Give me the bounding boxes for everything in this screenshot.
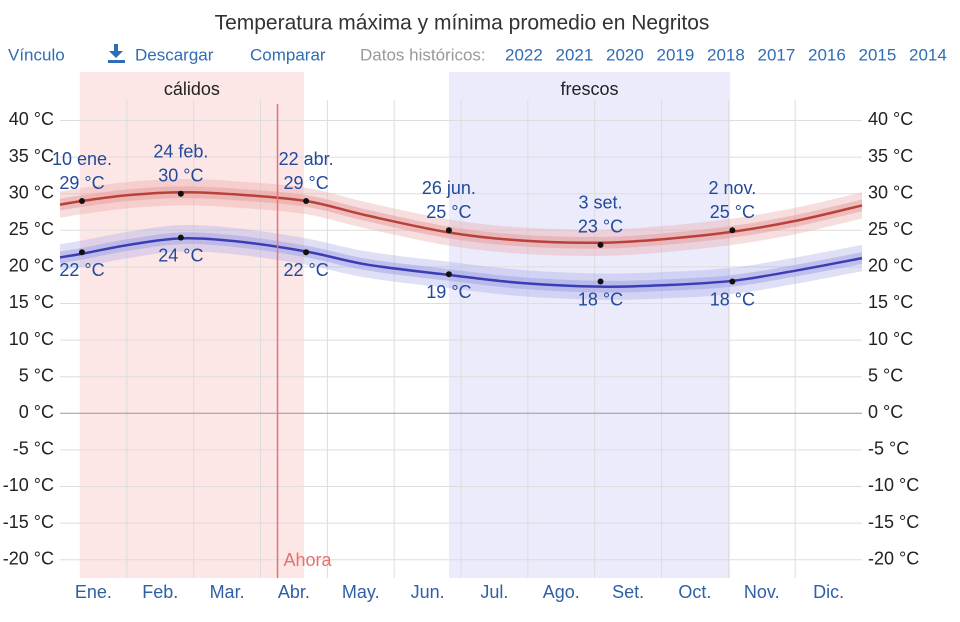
annotation-point — [597, 278, 604, 285]
annotation-date: 24 feb. — [153, 141, 208, 161]
chart-title: Temperatura máxima y mínima promedio en … — [215, 12, 710, 35]
annotation-point — [445, 227, 452, 234]
y2-tick-label: 25 °C — [868, 219, 913, 239]
x-tick-label: Ago. — [543, 582, 580, 602]
y-tick-label: 5 °C — [19, 365, 54, 385]
y2-tick-label: 35 °C — [868, 146, 913, 166]
y-tick-label: 15 °C — [9, 292, 54, 312]
x-tick-label: Oct. — [678, 582, 711, 602]
y2-tick-label: 10 °C — [868, 329, 913, 349]
year-link[interactable]: 2017 — [758, 45, 796, 64]
y-tick-label: 40 °C — [9, 109, 54, 129]
annotation-value: 30 °C — [158, 165, 203, 185]
y2-tick-label: 20 °C — [868, 256, 913, 276]
x-tick-label: Mar. — [210, 582, 245, 602]
y-tick-label: 10 °C — [9, 329, 54, 349]
percentile-band — [60, 186, 862, 249]
download-button[interactable]: Descargar — [135, 45, 214, 64]
y-tick-label: -20 °C — [3, 548, 54, 568]
y-tick-label: 25 °C — [9, 219, 54, 239]
annotation-date: 22 abr. — [279, 149, 334, 169]
annotation-point — [177, 190, 184, 197]
annotation-value: 24 °C — [158, 245, 203, 265]
y-tick-label: 35 °C — [9, 146, 54, 166]
y-tick-label: 30 °C — [9, 182, 54, 202]
season-band — [448, 72, 731, 578]
y-tick-label: -15 °C — [3, 512, 54, 532]
x-tick-label: Ene. — [75, 582, 112, 602]
y-tick-label: 20 °C — [9, 256, 54, 276]
annotation-value: 25 °C — [426, 202, 471, 222]
y2-tick-label: 30 °C — [868, 182, 913, 202]
x-tick-label: Jun. — [411, 582, 445, 602]
annotation-value: 18 °C — [710, 289, 755, 309]
year-link[interactable]: 2021 — [556, 45, 594, 64]
year-link[interactable]: 2022 — [505, 45, 543, 64]
annotation-date: 3 set. — [579, 193, 623, 213]
annotation-point — [597, 241, 604, 248]
y2-tick-label: -15 °C — [868, 512, 919, 532]
year-link[interactable]: 2015 — [859, 45, 897, 64]
y2-tick-label: -20 °C — [868, 548, 919, 568]
y-tick-label: -5 °C — [13, 439, 54, 459]
annotation-value: 22 °C — [59, 260, 104, 280]
x-tick-label: Abr. — [278, 582, 310, 602]
y2-tick-label: 0 °C — [868, 402, 903, 422]
annotation-date: 10 ene. — [52, 149, 112, 169]
y2-tick-label: 5 °C — [868, 365, 903, 385]
y-tick-label: -10 °C — [3, 475, 54, 495]
season-band — [79, 72, 304, 578]
season-label: cálidos — [164, 79, 220, 99]
x-tick-label: Feb. — [142, 582, 178, 602]
x-tick-label: Dic. — [813, 582, 844, 602]
year-link[interactable]: 2018 — [707, 45, 745, 64]
annotation-value: 22 °C — [283, 260, 328, 280]
annotation-value: 23 °C — [578, 217, 623, 237]
annotation-point — [303, 198, 310, 205]
compare-button[interactable]: Comparar — [250, 45, 326, 64]
annotation-point — [729, 278, 736, 285]
y2-tick-label: 40 °C — [868, 109, 913, 129]
annotation-point — [78, 249, 85, 256]
download-icon[interactable] — [108, 44, 125, 63]
y2-tick-label: -5 °C — [868, 439, 909, 459]
x-tick-label: Jul. — [480, 582, 508, 602]
annotation-value: 29 °C — [283, 173, 328, 193]
annotation-value: 29 °C — [59, 173, 104, 193]
history-label: Datos históricos: — [360, 45, 486, 64]
annotation-date: 2 nov. — [709, 178, 757, 198]
annotation-point — [729, 227, 736, 234]
annotation-point — [445, 271, 452, 278]
year-link[interactable]: 2014 — [909, 45, 947, 64]
year-link[interactable]: 2019 — [657, 45, 695, 64]
y2-tick-label: -10 °C — [868, 475, 919, 495]
annotation-value: 25 °C — [710, 202, 755, 222]
percentile-band — [60, 232, 862, 293]
annotation-value: 19 °C — [426, 282, 471, 302]
year-link[interactable]: 2020 — [606, 45, 644, 64]
annotation-point — [177, 234, 184, 241]
now-label: Ahora — [284, 550, 333, 570]
year-link[interactable]: 2016 — [808, 45, 846, 64]
annotation-date: 26 jun. — [422, 178, 476, 198]
link-button[interactable]: Vínculo — [8, 45, 65, 64]
y-tick-label: 0 °C — [19, 402, 54, 422]
season-label: frescos — [561, 79, 619, 99]
y2-tick-label: 15 °C — [868, 292, 913, 312]
annotation-point — [303, 249, 310, 256]
x-tick-label: Nov. — [744, 582, 780, 602]
x-tick-label: May. — [342, 582, 380, 602]
annotation-value: 18 °C — [578, 289, 623, 309]
annotation-point — [78, 198, 85, 205]
x-tick-label: Set. — [612, 582, 644, 602]
